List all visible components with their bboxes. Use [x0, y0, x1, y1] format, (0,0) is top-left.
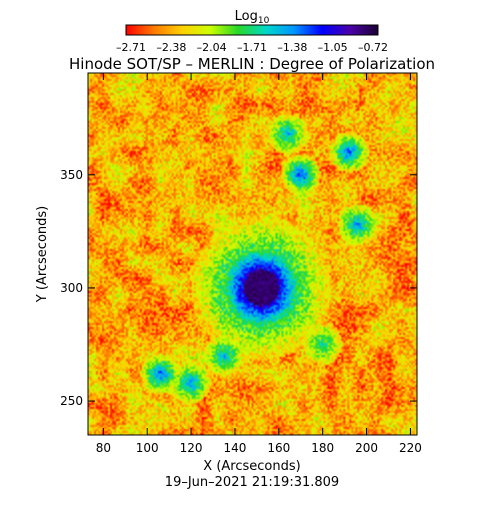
colorbar-tick-label: –2.71: [116, 41, 146, 54]
colorbar-tick-label: –2.04: [197, 41, 227, 54]
x-tick-label: 180: [311, 441, 334, 455]
x-tick-label: 220: [399, 441, 422, 455]
y-tick-label: 250: [60, 394, 83, 408]
colorbar-tick-label: –1.05: [318, 41, 348, 54]
colorbar-tick-label: –1.71: [237, 41, 267, 54]
x-tick-label: 200: [355, 441, 378, 455]
colorbar-label-base: Log: [235, 9, 258, 24]
x-tick-label: 160: [267, 441, 290, 455]
colorbar-tick-label: –2.38: [156, 41, 186, 54]
x-tick-label: 80: [96, 441, 111, 455]
chart-title: Hinode SOT/SP – MERLIN : Degree of Polar…: [69, 55, 435, 73]
y-axis: 250 300 350: [60, 168, 417, 408]
plot-frame: [87, 72, 418, 436]
x-tick-label: 100: [136, 441, 159, 455]
colorbar-label: Log10: [235, 9, 270, 26]
observation-timestamp: 19–Jun–2021 21:19:31.809: [165, 475, 339, 490]
y-tick-label: 300: [60, 281, 83, 295]
x-tick-label: 140: [224, 441, 247, 455]
y-axis-label: Y (Arcseconds): [35, 206, 50, 303]
colorbar-tick-label: –1.38: [277, 41, 307, 54]
colorbar-ticks: –2.71 –2.38 –2.04 –1.71 –1.38 –1.05 –0.72: [116, 41, 388, 54]
plot-area: [87, 72, 418, 436]
colorbar-tick-label: –0.72: [358, 41, 388, 54]
x-tick-label: 120: [180, 441, 203, 455]
polarization-heatmap: [88, 73, 417, 435]
colorbar: [125, 24, 379, 36]
x-axis: 80 100 120 140 160 180 200 220: [96, 73, 422, 455]
y-tick-label: 350: [60, 168, 83, 182]
x-axis-label: X (Arcseconds): [203, 459, 300, 474]
colorbar-label-subscript: 10: [258, 16, 270, 26]
